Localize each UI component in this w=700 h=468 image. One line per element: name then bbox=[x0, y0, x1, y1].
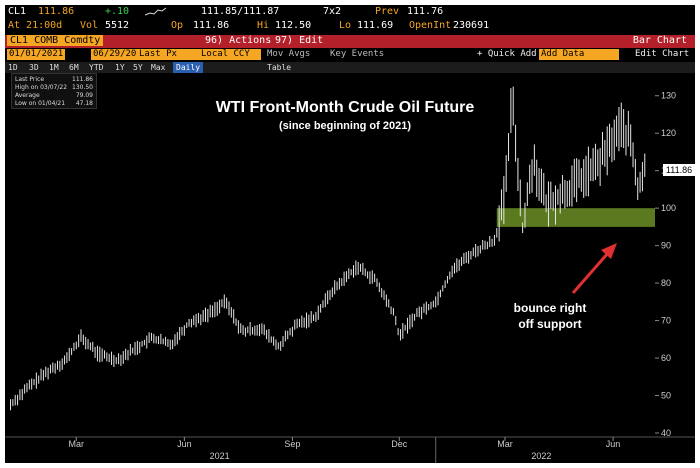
y-tick-label: 120 bbox=[661, 128, 676, 138]
legend-label: Average bbox=[15, 92, 40, 99]
field-select[interactable]: Last Px bbox=[137, 49, 199, 60]
chart-title: WTI Front-Month Crude Oil Future bbox=[216, 99, 475, 116]
y-tick-label: 80 bbox=[661, 278, 671, 288]
table-button[interactable]: Table bbox=[267, 63, 292, 72]
period-button[interactable]: 1D bbox=[8, 63, 18, 72]
last-price-tag: 111.86 bbox=[663, 164, 695, 176]
period-button[interactable]: 6M bbox=[69, 63, 79, 72]
y-tick-label: 70 bbox=[661, 316, 671, 326]
low-value: 111.69 bbox=[357, 20, 394, 31]
price-bars bbox=[10, 86, 646, 411]
bid-ask-size: 7x2 bbox=[323, 6, 342, 17]
last-price: 111.86 bbox=[38, 6, 75, 17]
frequency-select[interactable]: Daily bbox=[173, 62, 204, 73]
actions-menu[interactable]: 96) Actions bbox=[205, 35, 272, 46]
key-events-toggle[interactable]: Key Events bbox=[330, 49, 385, 59]
last-price-tag-label: 111.86 bbox=[666, 165, 692, 175]
x-year-label: 2021 bbox=[210, 451, 230, 461]
annotation-line-1: bounce right bbox=[514, 301, 587, 315]
edit-chart-button[interactable]: Edit Chart bbox=[635, 49, 690, 59]
legend-value: 111.86 bbox=[72, 76, 93, 83]
quote-line-1: CL1 111.86 +.10 111.85/111.87 7x2 Prev 1… bbox=[5, 5, 695, 19]
start-date-input[interactable]: 01/01/2021 bbox=[7, 49, 66, 60]
high-label: Hi bbox=[257, 20, 270, 31]
period-row: 1D 3D 1M 6M YTD 1Y 5Y Max Daily Table bbox=[5, 62, 695, 73]
y-tick-label: 130 bbox=[661, 91, 676, 101]
legend-value: 47.18 bbox=[75, 100, 93, 107]
price-change: +.10 bbox=[105, 6, 130, 17]
x-month-label: Jun bbox=[177, 439, 192, 449]
open-label: Op bbox=[171, 20, 184, 31]
menu-bar: CL1 COMB Comdty 96) Actions 97) Edit Bar… bbox=[5, 35, 695, 48]
x-month-label: Mar bbox=[69, 439, 85, 449]
y-tick-label: 60 bbox=[661, 353, 671, 363]
sparkline-icon bbox=[145, 7, 167, 16]
prev-label: Prev bbox=[375, 6, 400, 17]
time-label: At 21:00d bbox=[8, 20, 63, 31]
x-month-label: Dec bbox=[391, 439, 408, 449]
add-data-input[interactable]: Add Data bbox=[539, 49, 619, 60]
low-label: Lo bbox=[339, 20, 352, 31]
control-row: 01/01/2021 06/29/2022 Last Px Local CCY … bbox=[5, 49, 695, 61]
period-button[interactable]: 1Y bbox=[115, 63, 125, 72]
y-tick-label: 50 bbox=[661, 391, 671, 401]
vol-value: 5512 bbox=[105, 20, 130, 31]
chart-subtitle: (since beginning of 2021) bbox=[279, 120, 411, 132]
support-zone bbox=[496, 208, 655, 227]
x-year-label: 2022 bbox=[531, 451, 551, 461]
terminal-window: CL1 111.86 +.10 111.85/111.87 7x2 Prev 1… bbox=[5, 5, 695, 463]
legend: Last Price 111.86 High on 03/07/22 130.5… bbox=[11, 73, 97, 109]
y-axis: 405060708090100110120130 bbox=[655, 91, 676, 438]
end-date-input[interactable]: 06/29/2022 bbox=[91, 49, 150, 60]
x-month-label: Mar bbox=[497, 439, 513, 449]
period-button[interactable]: 1M bbox=[49, 63, 59, 72]
edit-menu[interactable]: 97) Edit bbox=[275, 35, 324, 46]
open-interest-label: OpenInt bbox=[409, 20, 452, 31]
annotation-line-2: off support bbox=[518, 317, 581, 331]
quick-add-button[interactable]: + Quick Add bbox=[477, 49, 537, 59]
prev-value: 111.76 bbox=[407, 6, 444, 17]
quote-line-2: At 21:00d Vol 5512 Op 111.86 Hi 112.50 L… bbox=[5, 19, 695, 33]
legend-value: 79.09 bbox=[75, 92, 93, 99]
chart-type-label: Bar Chart bbox=[632, 35, 687, 46]
period-button[interactable]: 5Y bbox=[133, 63, 143, 72]
arrow-icon bbox=[571, 243, 617, 294]
x-month-label: Jun bbox=[606, 439, 621, 449]
x-axis: Mar Jun Sep Dec Mar Jun 2021 2022 bbox=[5, 436, 695, 463]
open-interest-value: 230691 bbox=[453, 20, 490, 31]
x-month-label: Sep bbox=[284, 439, 300, 449]
ticker: CL1 bbox=[8, 6, 27, 17]
y-tick-label: 90 bbox=[661, 241, 671, 251]
y-tick-label: 100 bbox=[661, 203, 676, 213]
legend-value: 130.50 bbox=[72, 84, 93, 91]
legend-label: High on 03/07/22 bbox=[15, 84, 68, 91]
open-value: 111.86 bbox=[193, 20, 230, 31]
legend-label: Low on 01/04/21 bbox=[15, 100, 66, 107]
high-value: 112.50 bbox=[275, 20, 312, 31]
legend-label: Last Price bbox=[15, 76, 45, 83]
price-chart: 405060708090100110120130 MarJunSepDecMar… bbox=[5, 86, 695, 463]
security-field[interactable]: CL1 COMB Comdty bbox=[7, 35, 104, 46]
period-button[interactable]: 3D bbox=[29, 63, 39, 72]
y-tick-label: 40 bbox=[661, 428, 671, 438]
period-button[interactable]: Max bbox=[151, 63, 166, 72]
period-button[interactable]: YTD bbox=[89, 63, 104, 72]
vol-label: Vol bbox=[80, 20, 99, 31]
currency-select[interactable]: Local CCY bbox=[199, 49, 261, 60]
bid-ask: 111.85/111.87 bbox=[201, 6, 280, 17]
mov-avgs-toggle[interactable]: Mov Avgs bbox=[267, 49, 311, 59]
